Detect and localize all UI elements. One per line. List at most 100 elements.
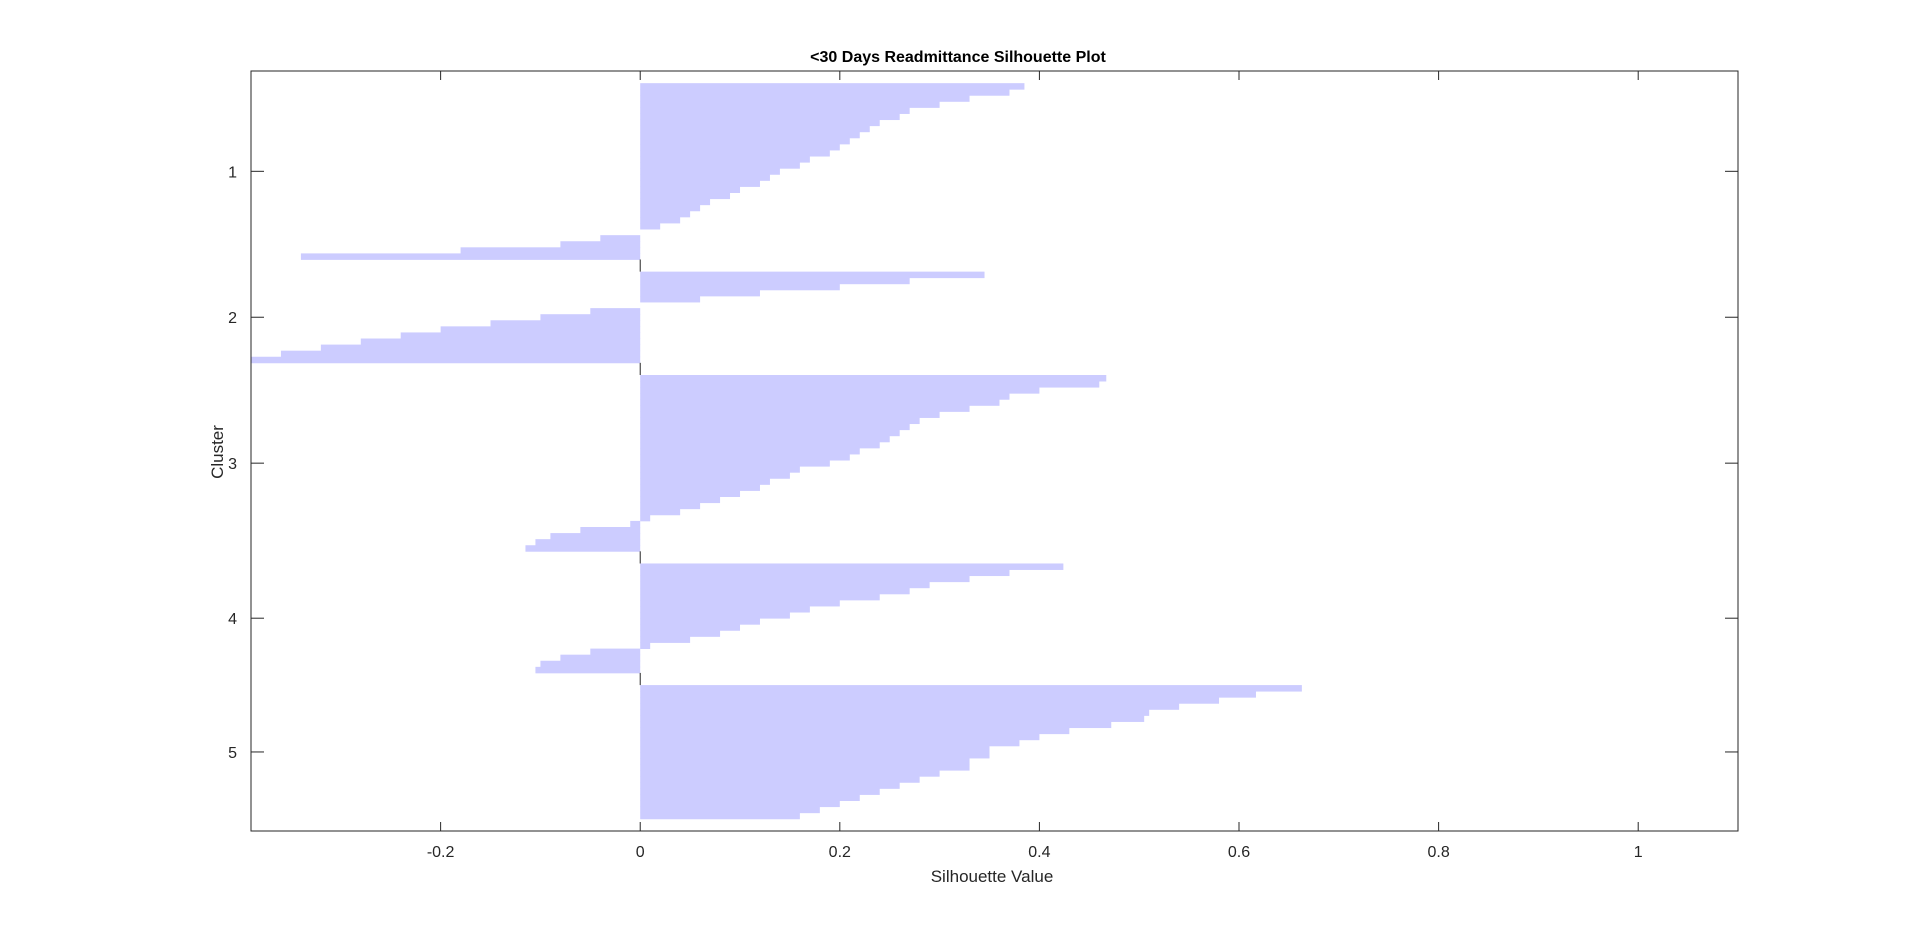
silhouette-bar-cluster-4-8: [640, 606, 810, 613]
silhouette-bar-cluster-3-4: [640, 393, 1010, 400]
silhouette-bar-cluster-3-20: [640, 490, 741, 497]
silhouette-bar-cluster-3-21: [640, 496, 721, 504]
x-tick-label: 0.6: [1228, 844, 1250, 861]
silhouette-bar-cluster-4-4: [640, 581, 930, 589]
silhouette-bar-cluster-2-1: [640, 271, 985, 279]
silhouette-bar-cluster-2-10: [440, 326, 641, 333]
silhouette-bar-cluster-1-8: [640, 125, 870, 133]
silhouette-bar-cluster-4-7: [640, 599, 840, 607]
silhouette-bar-cluster-1-17: [640, 180, 760, 187]
silhouette-bar-cluster-2-12: [360, 338, 641, 345]
silhouette-bar-cluster-3-10: [640, 429, 900, 437]
silhouette-bar-cluster-3-19: [640, 484, 760, 491]
y-tick-label: 4: [228, 611, 237, 628]
silhouette-bars: [251, 83, 1302, 820]
silhouette-bar-cluster-3-7: [640, 411, 940, 418]
x-axis-ticks: -0.2 0 0.2 0.4 0.6 0.8 1: [427, 71, 1643, 861]
silhouette-bar-cluster-3-26: [580, 527, 641, 534]
silhouette-bar-cluster-5-17: [640, 782, 900, 789]
silhouette-bar-cluster-1-20: [640, 198, 711, 206]
silhouette-bar-cluster-3-14: [640, 454, 850, 461]
silhouette-bar-cluster-3-13: [640, 447, 860, 455]
silhouette-bar-cluster-3-2: [640, 381, 1100, 388]
silhouette-bar-cluster-3-3: [640, 387, 1040, 394]
silhouette-bar-cluster-1-10: [640, 137, 850, 145]
silhouette-bar-cluster-5-6: [640, 715, 1145, 722]
silhouette-bar-cluster-2-7: [590, 308, 641, 315]
x-tick-label: -0.2: [427, 844, 455, 861]
silhouette-bar-cluster-5-9: [640, 733, 1040, 741]
silhouette-bar-cluster-1-12: [640, 150, 830, 157]
silhouette-bar-cluster-3-1: [640, 375, 1107, 382]
silhouette-bar-cluster-3-18: [640, 478, 770, 485]
silhouette-bar-cluster-5-11: [640, 745, 990, 753]
y-axis-ticks: 1 2 3 4 5: [228, 164, 1738, 762]
silhouette-bar-cluster-2-13: [320, 344, 641, 352]
silhouette-bar-cluster-4-9: [640, 612, 790, 619]
silhouette-bar-cluster-3-28: [535, 539, 641, 546]
silhouette-bar-cluster-1-21: [640, 204, 701, 212]
silhouette-bar-cluster-5-3: [640, 697, 1220, 704]
y-tick-label: 2: [228, 310, 237, 327]
silhouette-bar-cluster-5-18: [640, 788, 880, 795]
silhouette-bar-cluster-1-4: [640, 101, 940, 108]
silhouette-bar-cluster-2-5: [640, 295, 701, 303]
silhouette-bar-cluster-5-2: [640, 691, 1256, 698]
silhouette-bar-cluster-4-18: [535, 666, 641, 674]
silhouette-bar-cluster-2-4: [640, 289, 760, 297]
silhouette-bar-cluster-4-14: [640, 642, 651, 649]
x-tick-label: 0: [636, 844, 645, 861]
y-axis-title: Cluster: [208, 425, 227, 479]
silhouette-bar-cluster-4-3: [640, 575, 970, 583]
silhouette-bar-cluster-2-15: [251, 356, 641, 364]
silhouette-bar-cluster-5-15: [640, 770, 940, 777]
silhouette-bar-cluster-1-23: [640, 216, 681, 224]
silhouette-bar-cluster-3-11: [640, 435, 890, 443]
silhouette-bar-cluster-1-3: [640, 95, 970, 102]
silhouette-bar-cluster-1-2: [640, 89, 1010, 96]
silhouette-bar-cluster-4-1: [640, 563, 1064, 570]
silhouette-bar-cluster-3-5: [640, 399, 1000, 406]
silhouette-bar-cluster-3-25: [630, 520, 641, 528]
silhouette-bar-cluster-3-8: [640, 417, 920, 425]
silhouette-bar-cluster-3-27: [550, 533, 641, 540]
silhouette-bar-cluster-1-27: [560, 241, 641, 248]
silhouette-bar-cluster-4-17: [540, 660, 641, 668]
silhouette-bar-cluster-1-13: [640, 156, 810, 163]
silhouette-bar-cluster-2-11: [400, 332, 641, 339]
silhouette-bar-cluster-1-11: [640, 143, 840, 151]
axes-box: [250, 70, 1739, 832]
silhouette-bar-cluster-3-17: [640, 472, 790, 479]
axes-frame: [250, 70, 1739, 832]
silhouette-bar-cluster-1-6: [640, 113, 900, 121]
silhouette-bar-cluster-5-20: [640, 800, 840, 808]
silhouette-bar-cluster-1-18: [640, 186, 741, 193]
silhouette-bar-cluster-4-16: [560, 654, 641, 662]
silhouette-bar-cluster-3-15: [640, 460, 830, 467]
silhouette-bar-cluster-1-1: [640, 83, 1025, 90]
silhouette-bar-cluster-1-26: [600, 235, 641, 242]
silhouette-bar-cluster-2-2: [640, 277, 910, 285]
silhouette-bar-cluster-5-14: [640, 764, 970, 771]
silhouette-bar-cluster-5-19: [640, 794, 860, 801]
x-tick-label: 0.2: [829, 844, 851, 861]
silhouette-bar-cluster-2-3: [640, 283, 840, 291]
silhouette-bar-cluster-2-14: [280, 350, 641, 358]
silhouette-bar-cluster-4-10: [640, 618, 760, 625]
silhouette-bar-cluster-1-28: [460, 247, 641, 254]
y-tick-label: 1: [228, 164, 237, 181]
silhouette-bar-cluster-5-12: [640, 751, 990, 759]
silhouette-bar-cluster-5-8: [640, 727, 1070, 735]
silhouette-bar-cluster-4-12: [640, 630, 721, 637]
silhouette-bar-cluster-5-5: [640, 709, 1150, 716]
silhouette-bar-cluster-1-14: [640, 162, 800, 169]
silhouette-bar-cluster-1-15: [640, 168, 780, 175]
silhouette-bar-cluster-4-13: [640, 636, 691, 643]
silhouette-bar-cluster-1-5: [640, 107, 910, 114]
silhouette-bar-cluster-3-29: [525, 545, 641, 552]
silhouette-bar-cluster-4-6: [640, 593, 880, 601]
y-tick-label: 3: [228, 456, 237, 473]
silhouette-bar-cluster-1-16: [640, 174, 770, 181]
silhouette-bar-cluster-5-4: [640, 703, 1180, 710]
